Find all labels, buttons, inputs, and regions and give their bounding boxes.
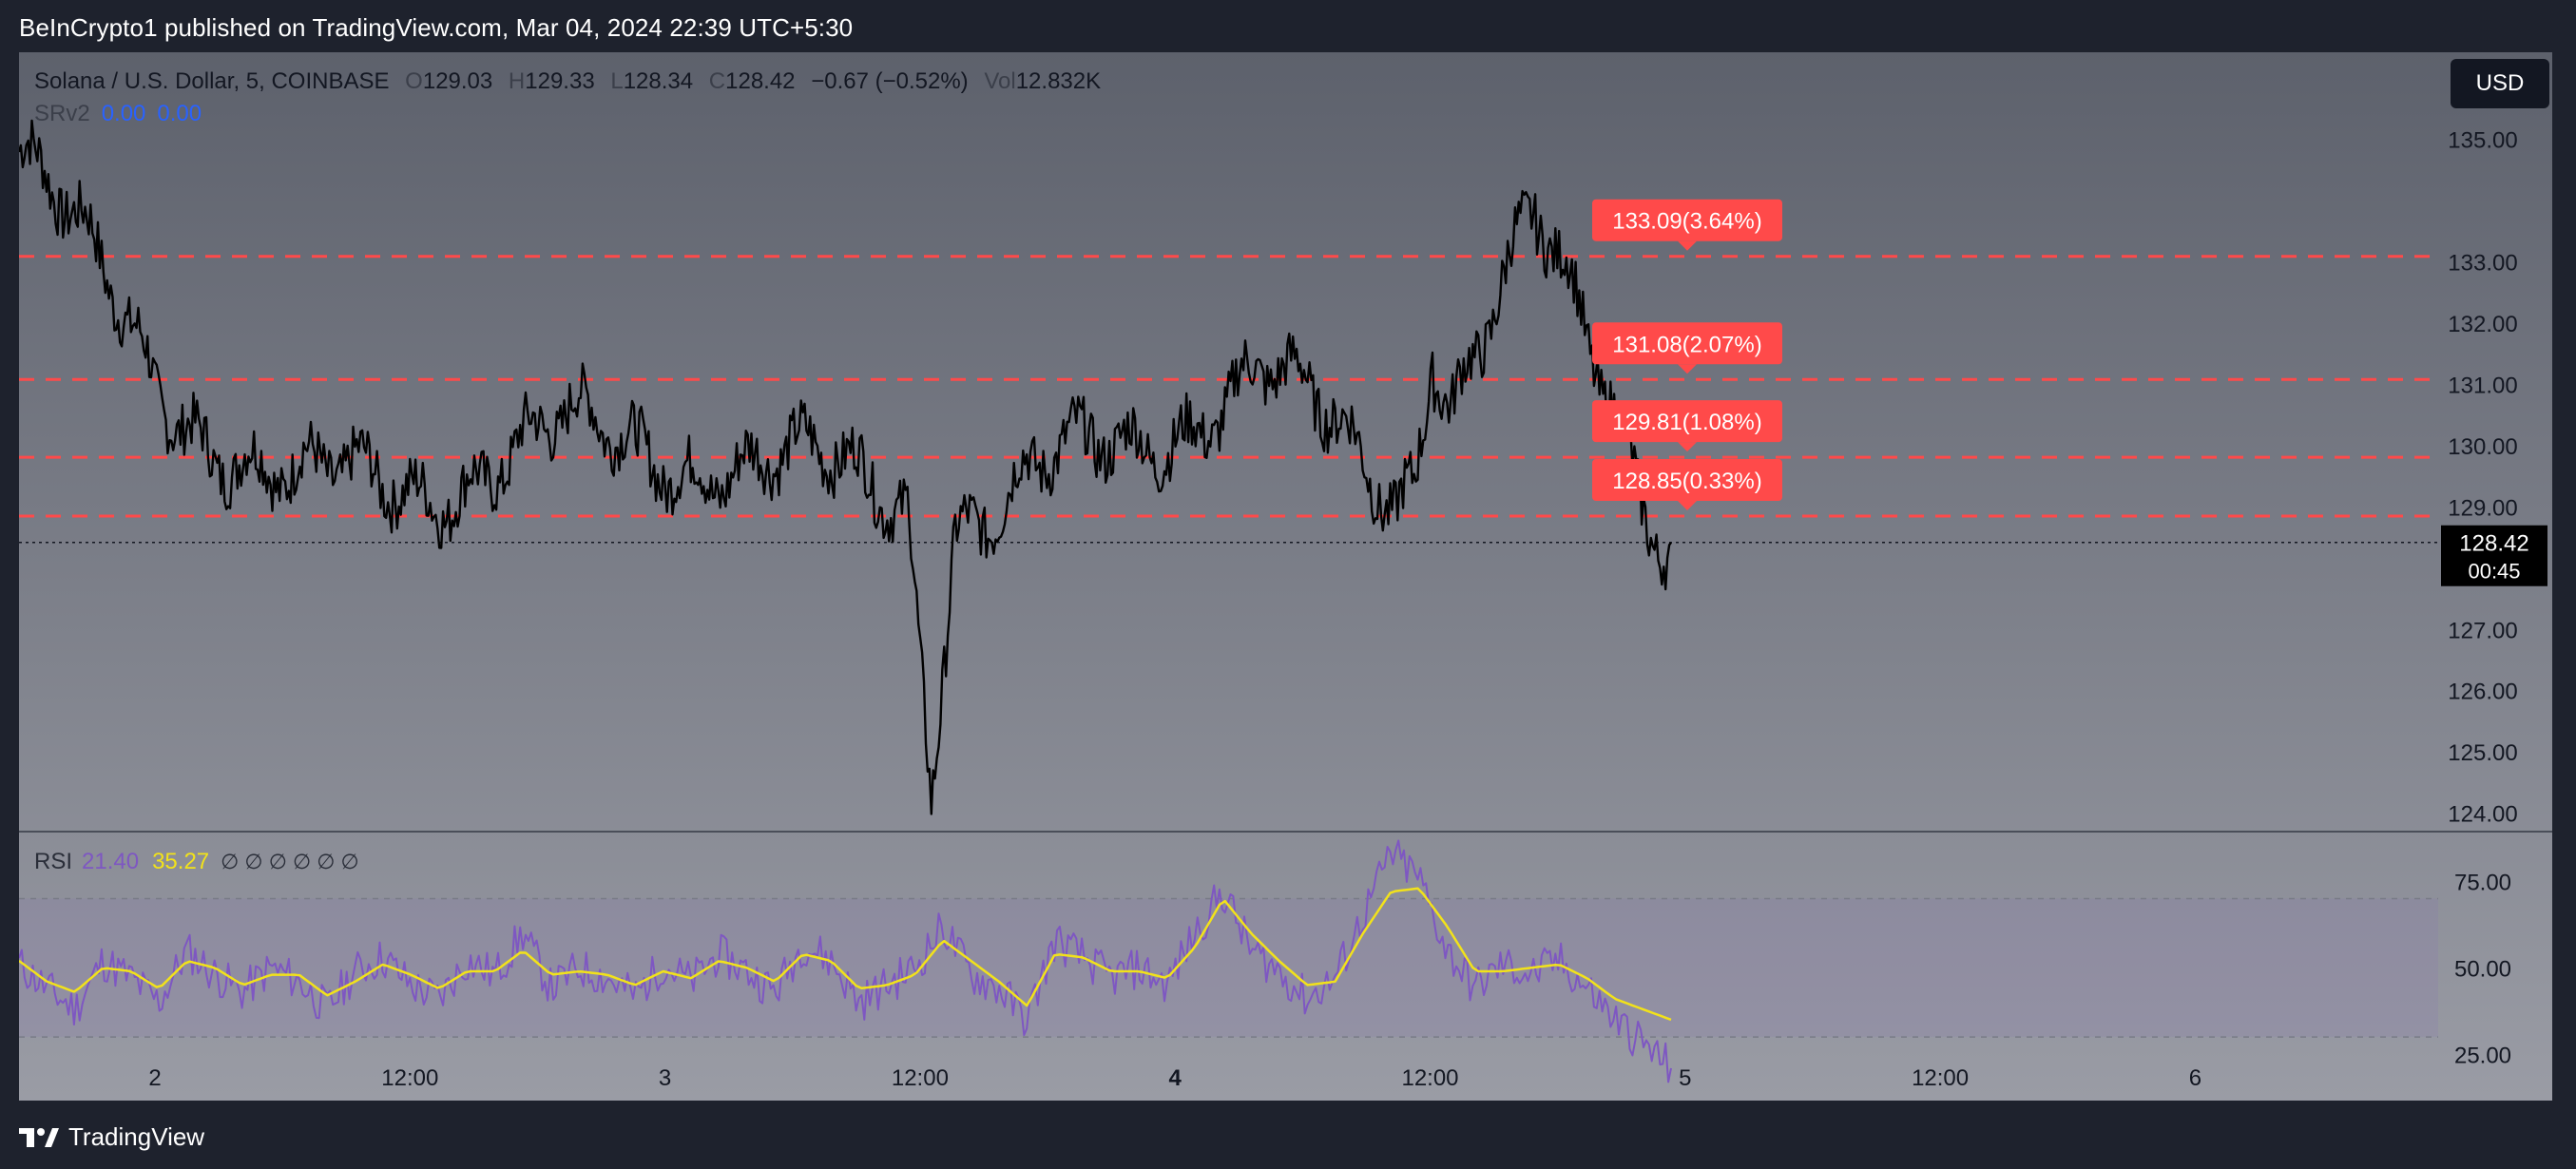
indicator-name: SRv2	[34, 101, 90, 126]
level-label-pointer	[1678, 240, 1697, 251]
rsi-axis-tick: 50.00	[2454, 956, 2511, 982]
rsi-legend: RSI 21.40 35.27 ∅ ∅ ∅ ∅ ∅ ∅	[34, 849, 359, 875]
time-axis-tick: 2	[148, 1065, 161, 1091]
price-axis-tick: 124.00	[2448, 802, 2517, 828]
chart-area[interactable]: 133.09(3.64%) 131.08(2.07%) 129.81(1.08%) 1…	[19, 52, 2552, 1101]
indicator-legend: SRv2 0.00 0.00	[34, 101, 202, 127]
price-axis-tick: 127.00	[2448, 618, 2517, 643]
level-label-text: 133.09(3.64%)	[1612, 209, 1761, 235]
level-label-box	[1592, 322, 1782, 365]
footer-brand: TradingView	[19, 1122, 204, 1152]
indicator-value-1: 0.00	[101, 101, 146, 126]
symbol-legend: Solana / U.S. Dollar, 5, COINBASE O129.0…	[34, 68, 1101, 95]
close-label: C	[708, 68, 726, 94]
level-label: 131.08(2.07%)	[1592, 322, 1782, 374]
level-label-box	[1592, 199, 1782, 241]
level-label-text: 128.85(0.33%)	[1612, 469, 1761, 494]
price-series-line	[19, 119, 1672, 815]
price-axis-tick: 130.00	[2448, 434, 2517, 460]
level-label: 128.85(0.33%)	[1592, 459, 1782, 511]
rsi-na-values: ∅ ∅ ∅ ∅ ∅ ∅	[221, 850, 359, 873]
time-axis-tick: 12:00	[1401, 1065, 1458, 1091]
level-label-box	[1592, 459, 1782, 502]
time-axis-tick: 12:00	[381, 1065, 438, 1091]
rsi-axis-tick: 75.00	[2454, 870, 2511, 895]
rsi-value: 21.40	[82, 849, 140, 874]
rsi-axis-tick: 25.00	[2454, 1043, 2511, 1068]
publisher-header: BeInCrypto1 published on TradingView.com…	[19, 13, 854, 42]
level-label-pointer	[1678, 501, 1697, 511]
rsi-name: RSI	[34, 849, 73, 874]
low-value: 128.34	[623, 68, 694, 94]
vol-label: Vol	[984, 68, 1016, 94]
level-label-text: 131.08(2.07%)	[1612, 332, 1761, 357]
open-label: O	[405, 68, 423, 94]
time-axis-tick: 12:00	[1912, 1065, 1969, 1091]
indicator-value-2: 0.00	[157, 101, 202, 126]
price-badge-value: 128.42	[2459, 531, 2528, 557]
time-axis-tick: 12:00	[892, 1065, 949, 1091]
price-badge-box	[2441, 525, 2547, 586]
level-label-text: 129.81(1.08%)	[1612, 410, 1761, 435]
close-value: 128.42	[725, 68, 796, 94]
price-axis-tick: 129.00	[2448, 495, 2517, 521]
open-value: 129.03	[422, 68, 493, 94]
chart-canvas[interactable]: 133.09(3.64%) 131.08(2.07%) 129.81(1.08%) 1…	[19, 52, 2552, 1101]
vol-value: 12.832K	[1015, 68, 1102, 94]
price-axis-tick: 131.00	[2448, 373, 2517, 398]
time-axis-tick: 6	[2189, 1065, 2201, 1091]
currency-button[interactable]: USD	[2451, 59, 2549, 108]
level-label: 133.09(3.64%)	[1592, 199, 1782, 251]
level-label-pointer	[1678, 442, 1697, 452]
rsi-band	[19, 898, 2438, 1038]
high-label: H	[508, 68, 526, 94]
price-badge: 128.42 00:45	[2441, 525, 2547, 586]
level-label-pointer	[1678, 364, 1697, 374]
price-badge-countdown: 00:45	[2468, 560, 2520, 584]
time-axis-tick: 3	[659, 1065, 671, 1091]
chart-background	[19, 52, 2552, 1101]
time-axis-tick: 5	[1679, 1065, 1691, 1091]
low-label: L	[610, 68, 624, 94]
price-axis-tick: 125.00	[2448, 740, 2517, 766]
change-value: −0.67 (−0.52%)	[811, 68, 969, 94]
rsi-ma-series-line	[19, 887, 1672, 1022]
price-axis-tick: 132.00	[2448, 312, 2517, 337]
level-label: 129.81(1.08%)	[1592, 400, 1782, 452]
level-label-box	[1592, 400, 1782, 443]
price-axis-tick: 133.00	[2448, 250, 2517, 276]
rsi-ma-value: 35.27	[152, 849, 210, 874]
high-value: 129.33	[525, 68, 595, 94]
symbol-name: Solana / U.S. Dollar, 5, COINBASE	[34, 68, 390, 94]
time-axis-tick: 4	[1169, 1065, 1182, 1091]
rsi-series-line	[19, 839, 1672, 1083]
price-axis-tick: 126.00	[2448, 680, 2517, 705]
footer-brand-text: TradingView	[68, 1122, 205, 1151]
price-axis-tick: 135.00	[2448, 128, 2517, 154]
tradingview-logo-icon	[19, 1127, 59, 1147]
